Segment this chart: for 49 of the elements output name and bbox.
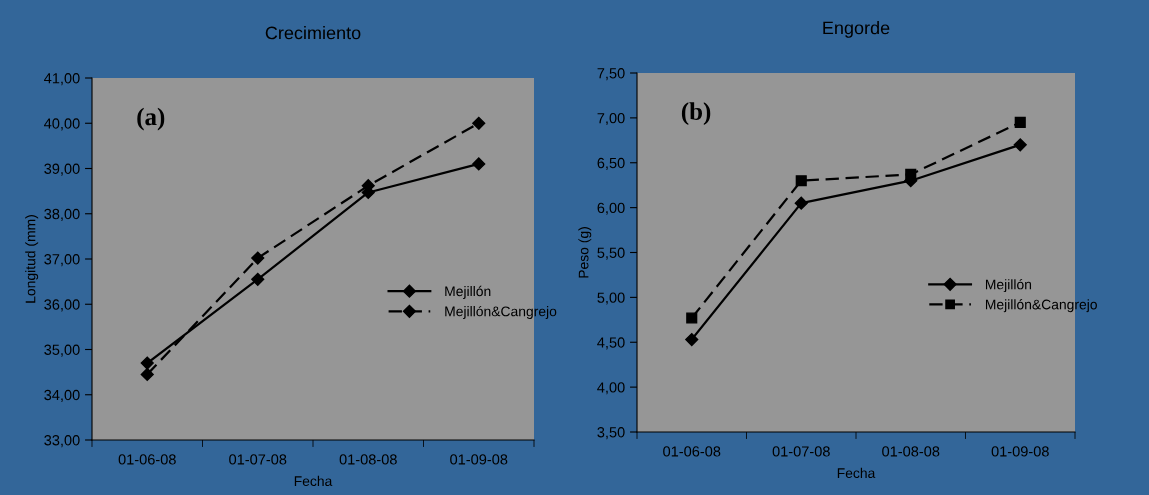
y-tick-label: 4,00	[597, 382, 625, 395]
y-tick-label: 39,00	[44, 163, 80, 176]
point	[905, 168, 917, 180]
y-axis-title: Peso (g)	[578, 227, 592, 278]
x-axis-title: Fecha	[837, 467, 876, 479]
y-tick-label: 5,50	[597, 247, 625, 260]
point	[251, 251, 265, 265]
y-tick-label: 3,50	[597, 427, 625, 440]
y-tick-label: 35,00	[44, 344, 80, 357]
annotation: (a)	[137, 107, 165, 131]
y-tick-label: 6,00	[597, 202, 625, 215]
legend-label: Mejillón	[985, 279, 1032, 293]
y-tick-label: 38,00	[44, 208, 80, 221]
y-tick-label: 5,00	[597, 292, 625, 305]
point	[794, 196, 808, 210]
point	[686, 312, 698, 324]
y-tick-label: 37,00	[44, 254, 80, 267]
point	[795, 175, 807, 187]
y-tick-label: 40,00	[44, 118, 80, 131]
point	[140, 367, 154, 381]
y-tick-label: 4,50	[597, 337, 625, 350]
x-tick-label: 01-07-08	[229, 454, 287, 465]
y-tick-label: 6,50	[597, 157, 625, 170]
y-tick-label: 7,00	[597, 112, 625, 126]
legend-label: Mejillón	[445, 285, 491, 299]
x-tick-label: 01-06-08	[663, 446, 721, 457]
x-axis-title: Fecha	[294, 475, 333, 487]
y-tick-label: 7,50	[597, 68, 625, 81]
point	[251, 272, 265, 286]
x-tick-label: 01-07-08	[772, 446, 830, 457]
x-tick-label: 01-09-08	[450, 454, 508, 465]
x-tick-label: 01-08-08	[882, 446, 940, 457]
point	[685, 332, 699, 347]
point	[140, 356, 154, 370]
chart-title: Crecimiento	[265, 26, 361, 40]
y-axis-title: Longitud (mm)	[25, 215, 39, 303]
annotation: (b)	[681, 102, 711, 125]
y-tick-label: 33,00	[44, 435, 80, 448]
x-tick-label: 01-09-08	[991, 446, 1049, 457]
point	[1013, 138, 1027, 152]
x-tick-label: 01-08-08	[339, 454, 397, 465]
point	[472, 116, 486, 130]
y-tick-label: 41,00	[44, 73, 80, 86]
x-tick-label: 01-06-08	[118, 454, 176, 465]
chart-title: Engorde	[823, 21, 890, 38]
y-tick-label: 34,00	[44, 389, 80, 402]
y-tick-label: 36,00	[44, 299, 80, 312]
point	[472, 157, 486, 171]
point	[1014, 116, 1026, 128]
